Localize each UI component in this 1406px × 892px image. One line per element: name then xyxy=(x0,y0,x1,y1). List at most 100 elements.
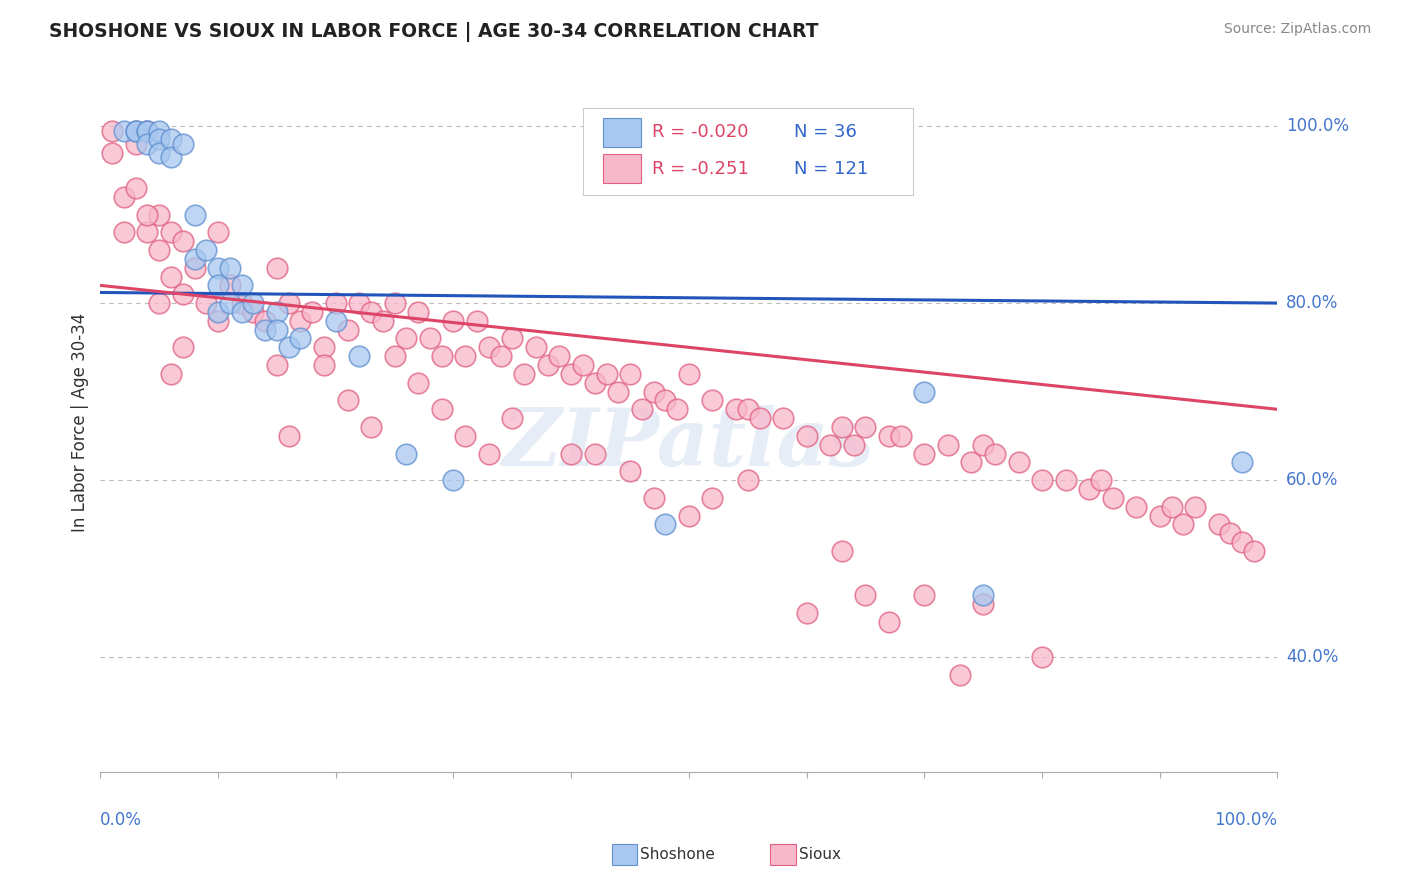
Point xyxy=(136,136,159,151)
Point xyxy=(148,145,170,160)
Point xyxy=(1090,473,1112,487)
Point xyxy=(630,402,652,417)
Point xyxy=(737,402,759,417)
Point xyxy=(912,384,935,399)
Point xyxy=(160,269,183,284)
Point xyxy=(643,384,665,399)
Point xyxy=(148,208,170,222)
Point xyxy=(312,358,335,372)
Point xyxy=(595,367,617,381)
Point xyxy=(101,145,124,160)
Point xyxy=(818,438,841,452)
Point xyxy=(207,260,229,275)
Point xyxy=(1219,526,1241,541)
Text: 40.0%: 40.0% xyxy=(1286,648,1339,666)
Point xyxy=(406,376,429,390)
Point xyxy=(984,446,1007,460)
Point xyxy=(478,446,501,460)
Point xyxy=(443,473,465,487)
Text: 100.0%: 100.0% xyxy=(1286,117,1348,135)
Point xyxy=(195,243,218,257)
Point xyxy=(207,278,229,293)
Point xyxy=(231,305,253,319)
Point xyxy=(312,340,335,354)
Point xyxy=(772,411,794,425)
Text: N = 36: N = 36 xyxy=(793,123,856,142)
Point xyxy=(478,340,501,354)
Point xyxy=(501,411,523,425)
Point xyxy=(724,402,747,417)
Point xyxy=(855,588,877,602)
Point xyxy=(266,260,288,275)
Point xyxy=(1243,544,1265,558)
Point xyxy=(277,340,299,354)
Point xyxy=(465,314,488,328)
Point xyxy=(619,464,641,478)
Point xyxy=(877,429,900,443)
Point xyxy=(583,446,606,460)
Point xyxy=(831,544,853,558)
Point xyxy=(1230,455,1253,469)
Point xyxy=(1125,500,1147,514)
Point xyxy=(572,358,595,372)
Text: 60.0%: 60.0% xyxy=(1286,471,1339,489)
Point xyxy=(960,455,983,469)
Point xyxy=(124,123,146,137)
Point xyxy=(1031,650,1053,665)
Text: ZIPatlas: ZIPatlas xyxy=(503,405,875,483)
Point xyxy=(325,314,347,328)
Point xyxy=(524,340,547,354)
Point xyxy=(160,225,183,239)
Point xyxy=(654,517,676,532)
Point xyxy=(748,411,770,425)
Point xyxy=(360,305,382,319)
Point xyxy=(160,132,183,146)
Text: N = 121: N = 121 xyxy=(793,160,868,178)
Point xyxy=(842,438,865,452)
Point xyxy=(136,208,159,222)
Point xyxy=(972,597,994,611)
Point xyxy=(560,446,582,460)
Point xyxy=(678,367,700,381)
Point xyxy=(136,123,159,137)
Point xyxy=(207,314,229,328)
Point xyxy=(266,305,288,319)
Point xyxy=(183,208,205,222)
Point xyxy=(619,367,641,381)
Point xyxy=(972,588,994,602)
Point xyxy=(172,234,194,248)
Point xyxy=(454,349,477,363)
Point xyxy=(349,349,371,363)
Point xyxy=(195,296,218,310)
Point xyxy=(266,358,288,372)
Point xyxy=(890,429,912,443)
Point xyxy=(1230,535,1253,549)
Point xyxy=(112,190,135,204)
Point xyxy=(912,588,935,602)
Point xyxy=(1160,500,1182,514)
Point xyxy=(242,296,264,310)
Text: 0.0%: 0.0% xyxy=(100,811,142,829)
Point xyxy=(148,132,170,146)
Point xyxy=(136,123,159,137)
Point xyxy=(242,305,264,319)
FancyBboxPatch shape xyxy=(603,118,641,147)
Point xyxy=(231,278,253,293)
Point xyxy=(148,243,170,257)
Point xyxy=(124,123,146,137)
Point xyxy=(1054,473,1077,487)
Point xyxy=(277,296,299,310)
Point xyxy=(1208,517,1230,532)
Point xyxy=(796,429,818,443)
Point xyxy=(654,393,676,408)
Point xyxy=(443,314,465,328)
Point xyxy=(1184,500,1206,514)
Point xyxy=(501,331,523,345)
Point xyxy=(737,473,759,487)
Point xyxy=(972,438,994,452)
Point xyxy=(360,420,382,434)
Point xyxy=(384,349,406,363)
Point xyxy=(349,296,371,310)
Text: R = -0.020: R = -0.020 xyxy=(652,123,749,142)
Text: Source: ZipAtlas.com: Source: ZipAtlas.com xyxy=(1223,22,1371,37)
